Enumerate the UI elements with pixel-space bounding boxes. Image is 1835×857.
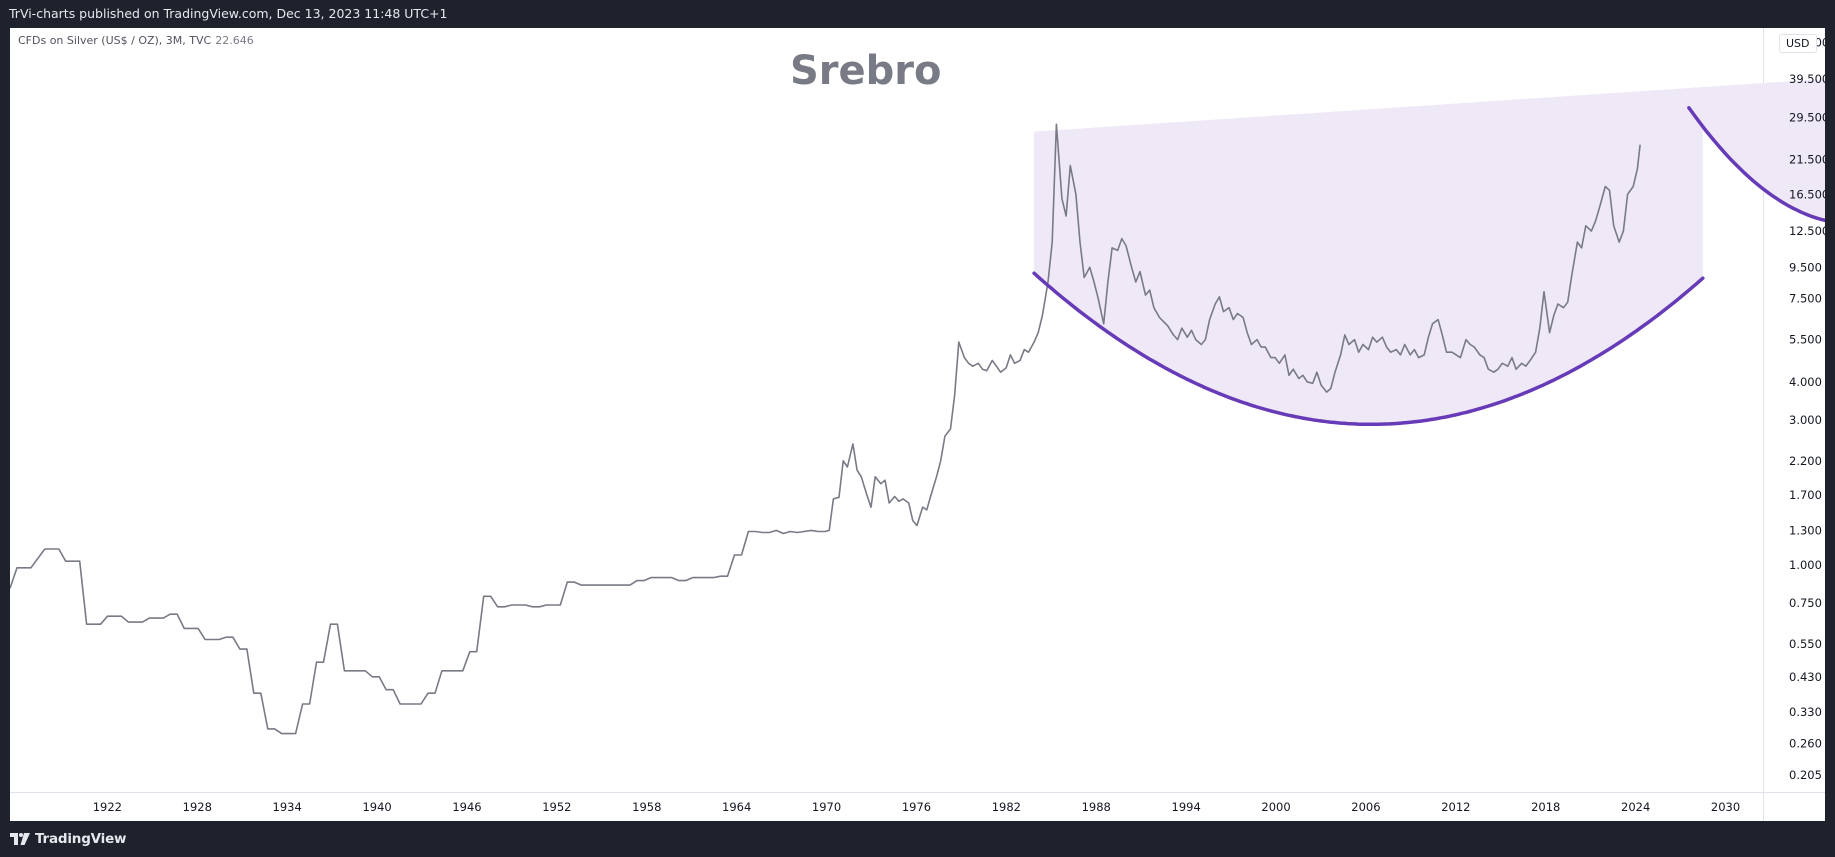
y-tick-label: 0.205 [1789, 768, 1822, 782]
x-tick-label: 1964 [722, 800, 751, 814]
currency-label[interactable]: USD [1779, 34, 1817, 53]
x-tick-label: 1982 [992, 800, 1021, 814]
handle-fill-area [1688, 78, 1825, 221]
symbol-legend[interactable]: CFDs on Silver (US$ / OZ), 3M, TVC 22.646 [18, 34, 254, 47]
y-tick-label: 0.750 [1789, 596, 1822, 610]
cup-fill-area [1034, 87, 1703, 425]
x-tick-label: 2030 [1711, 800, 1740, 814]
y-tick-label: 39.500 [1789, 72, 1825, 86]
y-tick-label: 7.500 [1789, 292, 1822, 306]
x-tick-label: 2000 [1261, 800, 1290, 814]
published-text: TrVi-charts published on TradingView.com… [9, 6, 448, 21]
x-tick-label: 2024 [1621, 800, 1650, 814]
y-tick-label: 16.500 [1789, 187, 1825, 201]
x-tick-label: 1946 [452, 800, 481, 814]
x-tick-label: 1970 [812, 800, 841, 814]
last-value: 22.646 [215, 34, 254, 47]
footer-bar: TradingView [0, 821, 1835, 857]
y-tick-label: 1.000 [1789, 558, 1822, 572]
x-tick-label: 1988 [1082, 800, 1111, 814]
published-header: TrVi-charts published on TradingView.com… [0, 0, 1835, 28]
y-tick-label: 21.500 [1789, 152, 1825, 166]
y-tick-label: 0.430 [1789, 670, 1822, 684]
y-tick-label: 2.200 [1789, 454, 1822, 468]
y-tick-label: 5.500 [1789, 333, 1822, 347]
tradingview-logo-icon [10, 833, 30, 845]
chart-title: Srebro [790, 48, 942, 94]
x-tick-label: 1928 [183, 800, 212, 814]
chart-pane[interactable]: 52.00039.50029.50021.50016.50012.5009.50… [10, 28, 1825, 821]
y-tick-label: 1.700 [1789, 488, 1822, 502]
x-tick-label: 1940 [362, 800, 391, 814]
x-tick-label: 2012 [1441, 800, 1470, 814]
x-tick-label: 2018 [1531, 800, 1560, 814]
y-tick-label: 9.500 [1789, 260, 1822, 274]
x-tick-label: 1994 [1172, 800, 1201, 814]
brand-label: TradingView [35, 831, 127, 847]
x-tick-label: 1922 [93, 800, 122, 814]
tradingview-brand[interactable]: TradingView [10, 831, 127, 847]
price-chart[interactable]: 52.00039.50029.50021.50016.50012.5009.50… [10, 28, 1825, 821]
y-tick-label: 12.500 [1789, 224, 1825, 238]
y-tick-label: 1.300 [1789, 523, 1822, 537]
y-tick-label: 29.500 [1789, 110, 1825, 124]
y-tick-label: 0.330 [1789, 705, 1822, 719]
x-tick-label: 1952 [542, 800, 571, 814]
x-tick-label: 1934 [273, 800, 302, 814]
y-tick-label: 0.550 [1789, 637, 1822, 651]
x-tick-label: 1976 [902, 800, 931, 814]
y-tick-label: 0.260 [1789, 736, 1822, 750]
cup-curve [1032, 271, 1705, 427]
price-line [10, 123, 1641, 735]
symbol-label: CFDs on Silver (US$ / OZ), 3M, TVC [18, 34, 212, 47]
x-tick-label: 2006 [1351, 800, 1380, 814]
x-tick-label: 1958 [632, 800, 661, 814]
y-tick-label: 4.000 [1789, 375, 1822, 389]
y-tick-label: 3.000 [1789, 413, 1822, 427]
handle-curve [1687, 106, 1825, 223]
